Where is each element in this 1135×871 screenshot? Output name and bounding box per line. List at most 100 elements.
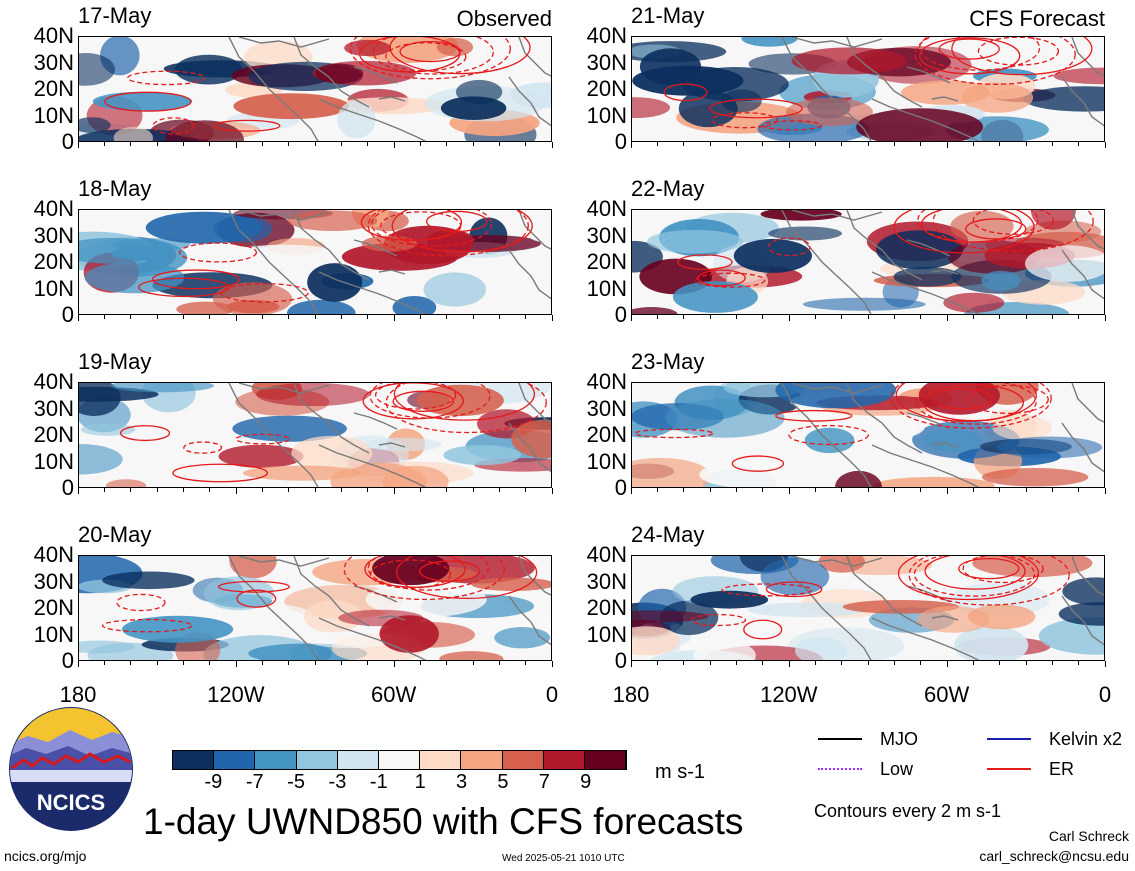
latitude-tick-label: 40N xyxy=(33,196,74,221)
svg-text:NCICS: NCICS xyxy=(37,790,105,815)
latitude-tick-label: 0 xyxy=(61,475,74,500)
colorbar-swatch xyxy=(461,751,503,769)
latitude-tick-label: 0 xyxy=(61,129,74,154)
latitude-tick-label: 40N xyxy=(586,369,627,394)
latitude-tick-label: 30N xyxy=(33,222,74,248)
colorbar-swatch xyxy=(337,751,379,769)
colorbar-label: -1 xyxy=(369,771,388,793)
colorbar-swatch xyxy=(173,751,215,769)
figure-title: 1-day UWND850 with CFS forecasts xyxy=(143,801,744,842)
wind-anomaly-map xyxy=(78,209,552,315)
footer-url: ncics.org/mjo xyxy=(4,848,87,864)
latitude-tick-label: 10N xyxy=(33,275,74,301)
longitude-tick-label: 60W xyxy=(924,682,970,707)
longitude-tick-label: 180 xyxy=(612,682,650,707)
colorbar-label: 7 xyxy=(538,771,550,793)
colorbar xyxy=(172,750,627,770)
wind-anomaly-map xyxy=(78,555,552,661)
colorbar-swatch xyxy=(584,751,627,769)
wind-anomaly-map xyxy=(631,555,1105,661)
colorbar-units: m s-1 xyxy=(655,761,705,783)
latitude-tick-label: 20N xyxy=(33,595,74,620)
latitude-tick-label: 20N xyxy=(586,76,627,101)
footer-email: carl_schreck@ncsu.edu xyxy=(979,848,1129,864)
contour-note: Contours every 2 m s-1 xyxy=(814,801,1002,821)
panel-date-label: 24-May xyxy=(631,522,705,547)
panel-tick-marks xyxy=(630,661,1106,667)
legend-label: Kelvin x2 xyxy=(1049,729,1123,749)
ncics-logo: NCICS xyxy=(8,706,134,832)
panel-date-label: 18-May xyxy=(78,176,152,201)
colorbar-label: -5 xyxy=(287,771,305,793)
wind-anomaly-map xyxy=(78,382,552,488)
colorbar-label: 9 xyxy=(580,771,592,793)
panel-tick-marks xyxy=(630,142,1106,148)
latitude-tick-label: 0 xyxy=(61,648,74,673)
panel-tick-marks xyxy=(630,488,1106,494)
latitude-tick-label: 10N xyxy=(33,448,74,474)
latitude-tick-label: 40N xyxy=(586,196,627,221)
latitude-tick-label: 20N xyxy=(33,249,74,274)
wind-anomaly-map xyxy=(631,382,1105,488)
colorbar-swatch xyxy=(420,751,462,769)
colorbar-label: -7 xyxy=(245,771,264,793)
latitude-tick-label: 30N xyxy=(33,395,74,421)
footer-author: Carl Schreck xyxy=(1048,828,1129,844)
latitude-tick-label: 40N xyxy=(33,23,74,48)
latitude-tick-label: 40N xyxy=(586,23,627,48)
panel-date-label: 17-May xyxy=(78,3,152,28)
latitude-tick-label: 30N xyxy=(33,568,74,594)
latitude-tick-label: 0 xyxy=(614,475,627,500)
latitude-tick-label: 40N xyxy=(586,542,627,567)
latitude-tick-label: 20N xyxy=(586,422,627,447)
wind-anomaly-map xyxy=(78,36,552,142)
panel-date-label: 20-May xyxy=(78,522,152,547)
legend-line-kelvin-x2 xyxy=(987,738,1031,740)
latitude-tick-label: 30N xyxy=(586,568,627,594)
latitude-tick-label: 10N xyxy=(586,102,627,128)
longitude-tick-label: 120W xyxy=(207,682,265,707)
latitude-tick-label: 30N xyxy=(586,395,627,421)
footer-timestamp: Wed 2025-05-21 1010 UTC xyxy=(502,853,625,864)
longitude-tick-label: 120W xyxy=(760,682,818,707)
colorbar-swatch xyxy=(502,751,544,769)
latitude-tick-label: 20N xyxy=(33,422,74,447)
colorbar-swatch xyxy=(296,751,338,769)
colorbar-swatch xyxy=(255,751,297,769)
panel-date-label: 22-May xyxy=(631,176,705,201)
panel-date-label: 23-May xyxy=(631,349,705,374)
latitude-tick-label: 30N xyxy=(586,222,627,248)
latitude-tick-label: 10N xyxy=(33,102,74,128)
legend-label: MJO xyxy=(880,729,918,749)
latitude-tick-label: 0 xyxy=(614,648,627,673)
latitude-tick-label: 0 xyxy=(614,129,627,154)
latitude-tick-label: 0 xyxy=(61,302,74,327)
colorbar-label: 1 xyxy=(414,771,426,793)
forecast-label: CFS Forecast xyxy=(969,6,1105,31)
observed-label: Observed xyxy=(456,6,552,31)
latitude-tick-label: 10N xyxy=(33,621,74,647)
longitude-tick-label: 180 xyxy=(59,682,97,707)
wind-anomaly-map xyxy=(631,209,1105,315)
colorbar-swatch xyxy=(214,751,256,769)
latitude-tick-label: 20N xyxy=(586,249,627,274)
legend-label: Low xyxy=(880,759,914,779)
latitude-tick-label: 0 xyxy=(614,302,627,327)
colorbar-label: 3 xyxy=(455,771,468,793)
latitude-tick-label: 30N xyxy=(33,49,74,75)
longitude-tick-label: 60W xyxy=(371,682,417,707)
latitude-tick-label: 20N xyxy=(33,76,74,101)
legend-label: ER xyxy=(1049,759,1075,779)
panel-tick-marks xyxy=(77,661,553,667)
legend-line-er xyxy=(987,768,1031,770)
longitude-tick-label: 0 xyxy=(1098,682,1112,707)
latitude-tick-label: 40N xyxy=(33,369,74,394)
panel-tick-marks xyxy=(630,315,1106,321)
latitude-tick-label: 20N xyxy=(586,595,627,620)
latitude-tick-label: 10N xyxy=(586,275,627,301)
colorbar-label: -3 xyxy=(328,771,347,793)
colorbar-swatch xyxy=(543,751,585,769)
latitude-tick-label: 10N xyxy=(586,448,627,474)
longitude-tick-label: 0 xyxy=(545,682,559,707)
legend-line-mjo xyxy=(818,738,862,740)
